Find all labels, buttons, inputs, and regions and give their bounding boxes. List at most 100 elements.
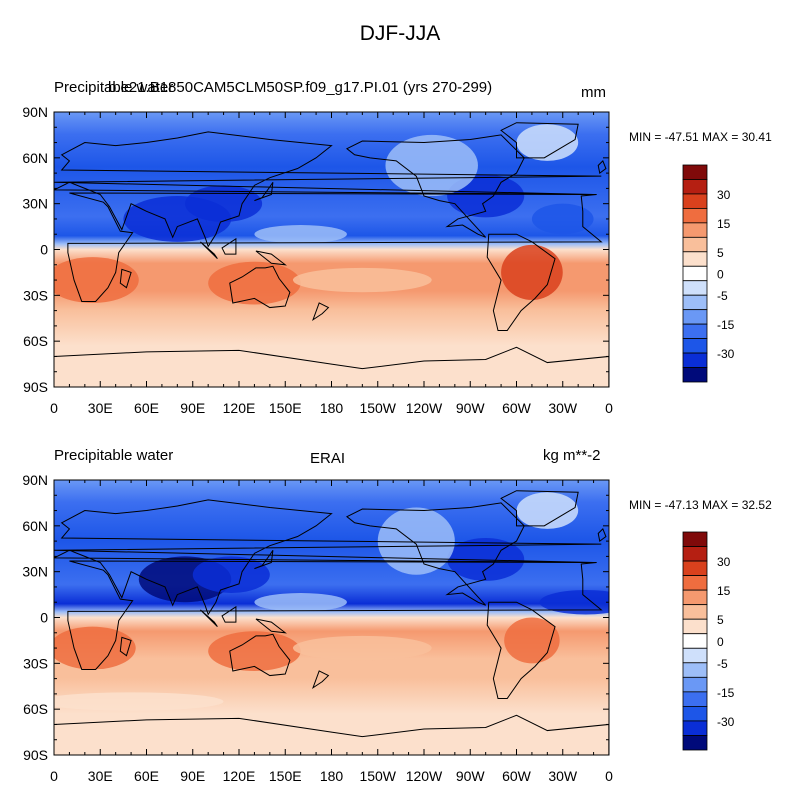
colorbar-label: 30 [717,555,731,569]
coastline [54,714,609,755]
anomaly-contour-patch [501,244,563,300]
colorbar-label: 5 [717,613,724,627]
coastline [200,241,218,260]
panel2-minmax: MIN = -47.13 MAX = 32.52 [629,498,772,512]
lon-label: 0 [605,768,613,784]
colorbar-swatch [682,236,708,253]
coastline [486,233,556,331]
coastline [500,490,579,527]
panel2-center-title: ERAI [310,450,346,467]
panel2-left-title: Precipitable water [54,447,174,464]
panel1-units: mm [581,84,606,101]
colorbar-swatch [682,618,708,635]
colorbar-swatch [682,309,708,325]
coastline [221,605,237,623]
colorbar-swatch [682,323,708,339]
anomaly-contour-patch [292,635,432,661]
lon-label: 90E [180,400,205,416]
coastline [486,601,556,699]
anomaly-contour-patch [185,185,263,223]
anomaly-contour-patch [516,492,579,529]
coastline [119,268,132,289]
colorbar-swatch [682,280,708,296]
coastline [67,192,603,302]
colorbar-swatch [682,575,708,591]
anomaly-contour-patch [254,593,347,612]
colorbar-label: 0 [717,635,724,649]
panel1-left-title: Precipitable water [54,79,174,96]
lat-label: 60N [22,518,48,534]
colorbar-label: -5 [717,657,728,671]
colorbar-swatch [682,367,708,383]
lat-label: 90N [22,104,48,120]
lat-label: 90S [23,747,48,763]
coastline [597,528,607,542]
colorbar-swatch [682,647,708,664]
lat-label: 90S [23,379,48,395]
lon-label: 60E [134,768,159,784]
colorbar-label: 15 [717,217,731,231]
lon-label: 30E [88,400,113,416]
colorbar-label: -30 [717,347,735,361]
anomaly-contour-patch [54,257,139,303]
lon-label: 90W [456,400,486,416]
coastline [254,549,274,570]
colorbar-swatch [682,352,708,368]
lat-label: 30S [23,655,48,671]
figure-title: DJF-JJA [359,22,441,45]
colorbar-swatch [682,265,708,282]
coastline [255,250,287,266]
colorbar-swatch [682,207,708,224]
colorbar-label: -15 [717,318,735,332]
coastline [200,609,218,628]
anomaly-contour-patch [254,225,347,244]
lon-label: 120E [223,768,256,784]
colorbar-swatch [682,560,708,576]
panel2-units: kg m**-2 [543,447,601,464]
lon-label: 60E [134,400,159,416]
lon-label: 180 [320,400,344,416]
coastline [500,122,579,159]
colorbar-label: -30 [717,715,735,729]
coastline [54,346,609,387]
coastline [67,560,603,670]
coastline [597,160,607,174]
lon-label: 30E [88,768,113,784]
lon-label: 120W [406,768,443,784]
colorbar-swatch [682,251,708,267]
anomaly-contour-patch [447,538,525,581]
panel-model-colorbar: 30 15 5 0 -5 -15 -30 [682,164,735,383]
coastline [54,131,602,248]
coastline [229,633,291,677]
lat-label: 0 [40,610,48,626]
colorbar-label: 0 [717,268,724,282]
panel1-minmax: MIN = -47.51 MAX = 30.41 [629,130,772,144]
lat-label: 30N [22,564,48,580]
lat-label: 0 [40,242,48,258]
lon-label: 0 [50,768,58,784]
lat-label: 60S [23,701,48,717]
colorbar-swatch [682,164,708,180]
colorbar-swatch [682,294,708,311]
lon-label: 120W [406,400,443,416]
anomaly-contour-patch [539,590,609,615]
anomaly-contour-patch [292,267,432,293]
anomaly-contour-patch [54,692,224,711]
colorbar-swatch [682,179,708,195]
coastline [229,265,291,309]
lat-label: 30S [23,287,48,303]
lat-label: 90N [22,472,48,488]
anomaly-contour-patch [385,134,478,197]
lat-label: 60N [22,150,48,166]
lon-label: 120E [223,400,256,416]
anomaly-contour-patch [192,556,270,594]
colorbar-swatch [682,633,708,649]
anomaly-contour-patch [531,203,594,235]
colorbar-swatch [682,691,708,707]
lon-label: 30W [548,768,578,784]
colorbar-swatch [682,338,708,354]
coastline [312,302,330,322]
colorbar-label: 30 [717,188,731,202]
colorbar-swatch [682,222,708,238]
